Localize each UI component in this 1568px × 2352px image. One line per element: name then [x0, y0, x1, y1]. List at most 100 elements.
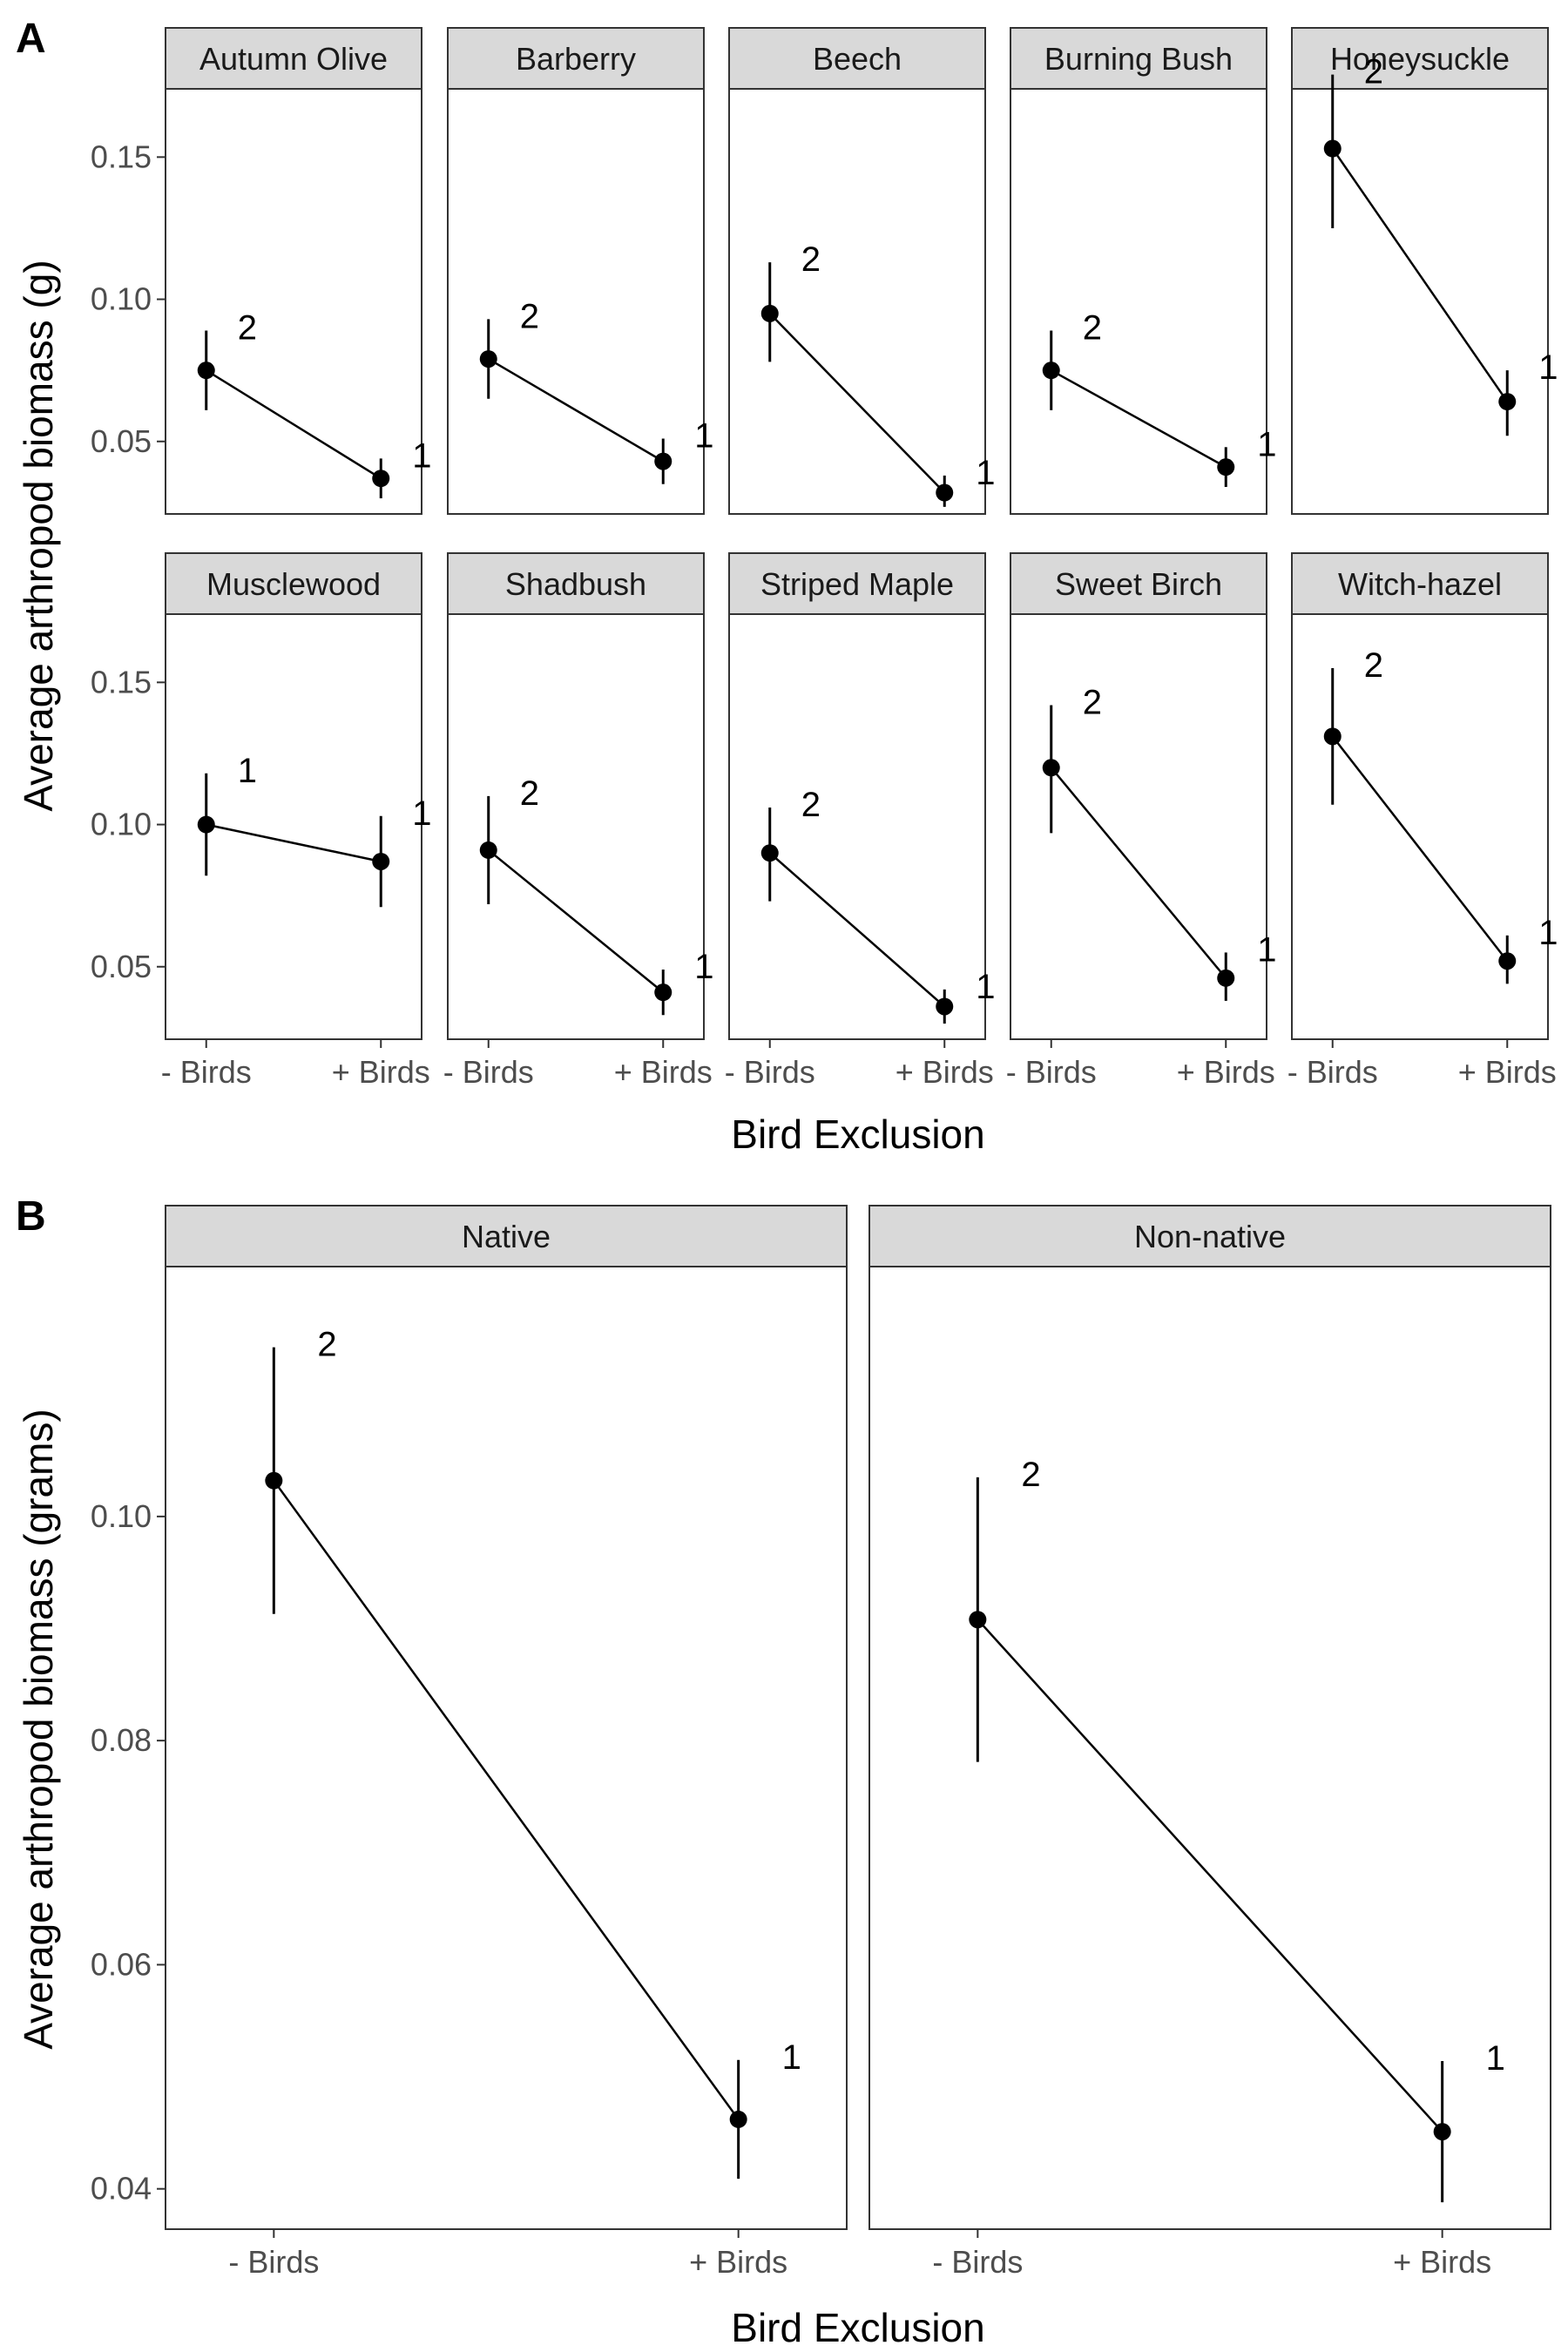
- significance-label: 2: [1083, 683, 1102, 721]
- facet-strip-label: Honeysuckle: [1330, 41, 1510, 77]
- data-point: [197, 362, 215, 380]
- x-tick-label: - Birds: [932, 2244, 1023, 2280]
- data-point: [265, 1471, 283, 1490]
- facet-panel: [868, 1266, 1551, 2230]
- significance-label: 2: [1083, 308, 1102, 347]
- data-point: [1217, 458, 1235, 476]
- panel-b-tag: B: [16, 1193, 46, 1240]
- significance-label: 1: [694, 416, 713, 455]
- series-line: [977, 1619, 1443, 2132]
- facet-strip-label: Native: [462, 1219, 551, 1254]
- panel-a: A Autumn Olive0.050.100.1521Barberry21Be…: [16, 16, 1558, 1157]
- panel-b-x-axis-title: Bird Exclusion: [731, 2305, 984, 2350]
- data-point: [1498, 952, 1517, 970]
- significance-label: 2: [520, 297, 539, 335]
- facet-strip-label: Shadbush: [505, 566, 646, 602]
- facet-strip-label: Musclewood: [206, 566, 381, 602]
- significance-label: 1: [1538, 348, 1558, 387]
- data-point: [1217, 969, 1235, 987]
- data-point: [969, 1611, 987, 1629]
- facet-panel: [447, 88, 705, 515]
- series-line: [206, 369, 382, 480]
- significance-label: 1: [412, 436, 431, 475]
- data-point: [1042, 362, 1060, 380]
- significance-label: 1: [238, 752, 257, 790]
- significance-label: 2: [238, 308, 257, 347]
- y-tick-label: 0.04: [91, 2171, 152, 2207]
- significance-label: 2: [801, 786, 821, 824]
- data-point: [654, 983, 672, 1002]
- panel-b: B Native 0.04 0.06 0.08 0.10 - Birds + Birds 2 1…: [16, 1193, 1551, 2350]
- series-line: [1050, 767, 1227, 979]
- x-tick-label: - Birds: [443, 1054, 534, 1090]
- facet-burning-bush: Burning Bush 2 1: [1010, 27, 1277, 515]
- series-line: [1051, 369, 1227, 469]
- significance-label: 1: [1486, 2039, 1505, 2078]
- facet-strip-label: Beech: [813, 41, 902, 77]
- facet-panel: [1010, 88, 1267, 515]
- data-point: [1323, 139, 1342, 158]
- y-tick-label: 0.10: [91, 807, 152, 842]
- facet-panel: [728, 613, 986, 1040]
- facet-strip-label: Witch-hazel: [1338, 566, 1502, 602]
- data-point: [654, 452, 672, 470]
- significance-label: 1: [1257, 425, 1276, 463]
- data-point: [936, 483, 954, 502]
- series-line: [1331, 147, 1509, 402]
- facet-strip: [165, 552, 422, 615]
- data-point: [372, 470, 390, 488]
- facet-beech: Beech 2 1: [728, 27, 996, 515]
- data-point: [479, 841, 497, 859]
- facet-strip: [868, 1205, 1551, 1267]
- data-point: [1042, 759, 1060, 777]
- x-tick-label: + Birds: [332, 1054, 430, 1090]
- x-tick-label: + Birds: [1393, 2244, 1491, 2280]
- significance-label: 2: [1364, 53, 1383, 91]
- significance-label: 2: [801, 240, 821, 279]
- facet-strip-label: Burning Bush: [1044, 41, 1233, 77]
- panel-b-y-axis-title: Average arthropod biomass (grams): [16, 1409, 61, 2049]
- significance-label: 1: [976, 968, 995, 1006]
- x-tick-label: + Birds: [896, 1054, 994, 1090]
- panel-a-facets: Autumn Olive0.050.100.1521Barberry21Beec…: [91, 27, 1558, 1090]
- x-tick-label: - Birds: [228, 2244, 319, 2280]
- facet-strip-label: Autumn Olive: [199, 41, 388, 77]
- y-tick-label: 0.08: [91, 1722, 152, 1758]
- facet-musclewood: Musclewood 0.05 0.10 0.15 - Birds + Birds 1 1: [91, 552, 432, 1090]
- x-tick-label: + Birds: [689, 2244, 787, 2280]
- facet-panel: [165, 1266, 848, 2230]
- significance-label: 1: [976, 454, 995, 492]
- facet-panel: [1010, 613, 1267, 1040]
- significance-label: 1: [694, 948, 713, 986]
- facet-barberry: Barberry 2 1: [447, 27, 714, 515]
- data-point: [760, 844, 779, 862]
- facet-strip-label: Striped Maple: [760, 566, 954, 602]
- panel-a-x-axis-title: Bird Exclusion: [731, 1112, 984, 1157]
- y-tick-label: 0.15: [91, 664, 152, 700]
- data-point: [729, 2110, 747, 2128]
- facet-panel: [728, 88, 986, 515]
- significance-label: 1: [412, 794, 431, 833]
- y-tick-label: 0.06: [91, 1946, 152, 1982]
- facet-strip: [1010, 27, 1267, 90]
- x-tick-label: + Birds: [1458, 1054, 1557, 1090]
- facet-strip: [165, 1205, 848, 1267]
- y-tick-label: 0.05: [91, 949, 152, 984]
- data-point: [1433, 2123, 1451, 2141]
- facet-panel: [165, 88, 422, 515]
- data-point: [479, 350, 497, 368]
- y-tick-label: 0.10: [91, 281, 152, 317]
- significance-label: 2: [317, 1326, 336, 1364]
- series-line: [487, 848, 665, 994]
- facet-native: Native 0.04 0.06 0.08 0.10 - Birds + Birds 2 1: [91, 1205, 848, 2280]
- facet-panel: [447, 613, 705, 1040]
- facet-autumn-olive: Autumn Olive 0.05 0.10 0.15 2 1: [91, 27, 432, 515]
- facet-panel: [1291, 88, 1549, 515]
- data-point: [1498, 393, 1517, 411]
- series-line: [488, 358, 664, 463]
- significance-label: 1: [782, 2038, 801, 2077]
- facet-striped-maple: Striped Maple - Birds + Birds 2 1: [725, 552, 996, 1090]
- panel-a-y-axis-title: Average arthropod biomass (g): [16, 260, 61, 811]
